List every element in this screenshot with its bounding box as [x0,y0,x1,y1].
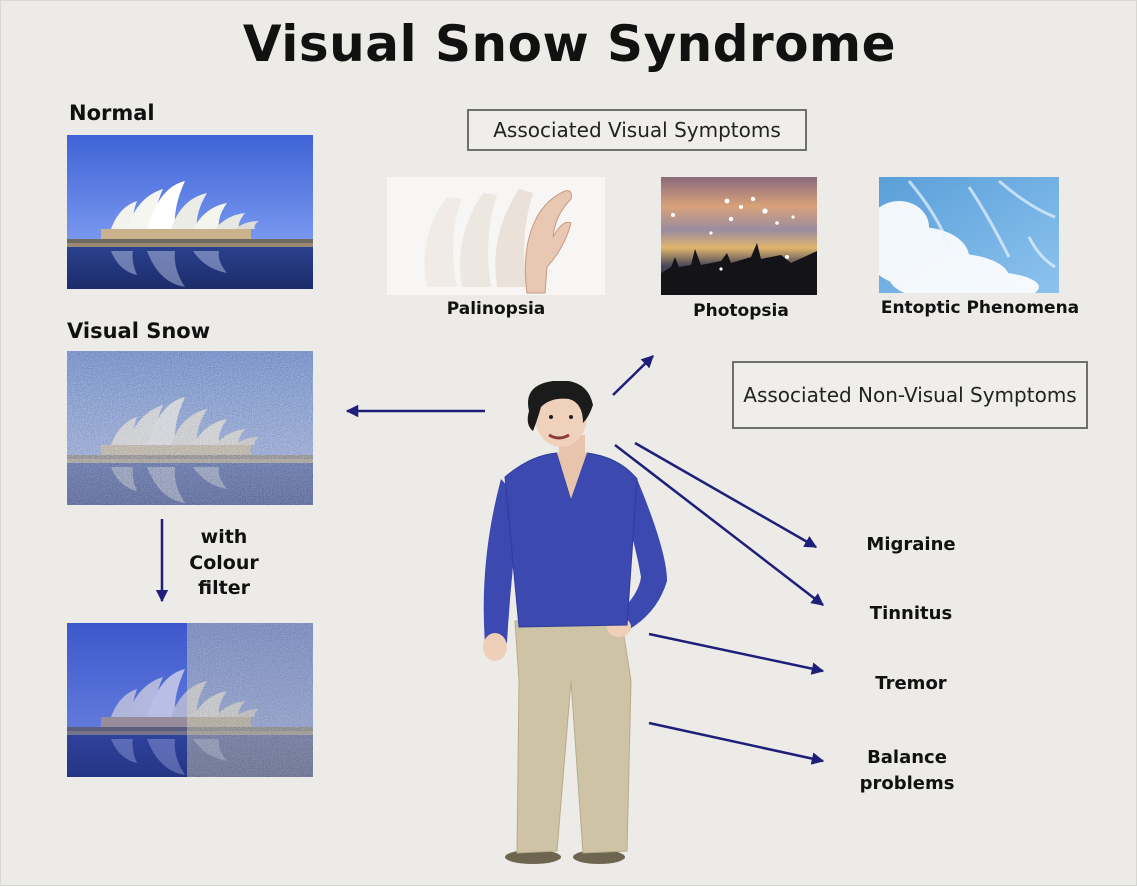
photopsia-caption: Photopsia [693,301,789,321]
colour-filter-photo [67,623,313,777]
man-illustration [483,381,667,864]
tremor-label: Tremor [875,673,947,694]
arrow-to-migraine [634,441,818,549]
down-arrow [155,519,169,603]
non-visual-symptoms-header: Associated Non-Visual Symptoms [732,361,1088,429]
migraine-label: Migraine [866,534,956,555]
entoptic-sky-photo [879,177,1059,293]
entoptic-caption: Entoptic Phenomena [880,298,1080,318]
colour-filter-label: with Colour filter [179,525,269,602]
filter-line-1: with [200,526,248,548]
visual-symptoms-header: Associated Visual Symptoms [467,109,807,151]
arrow-to-balance [648,721,825,765]
filter-line-3: filter [198,577,250,600]
arrow-to-tremor [648,632,825,675]
arrow-to-visual-symptoms [612,355,654,396]
visual-snow-photo [67,351,313,505]
tinnitus-label: Tinnitus [869,603,953,624]
filter-line-2: Colour [189,551,259,574]
sparkle-marks [671,196,795,271]
normal-label: Normal [69,101,155,125]
palinopsia-caption: Palinopsia [446,299,546,319]
page-title: Visual Snow Syndrome [242,15,897,73]
photopsia-sunset-photo [661,177,817,295]
balance-problems-label: Balance problems [859,747,955,795]
visual-snow-label: Visual Snow [67,319,211,343]
palinopsia-hand-photo [387,177,605,295]
arrow-to-tinnitus [614,444,824,606]
